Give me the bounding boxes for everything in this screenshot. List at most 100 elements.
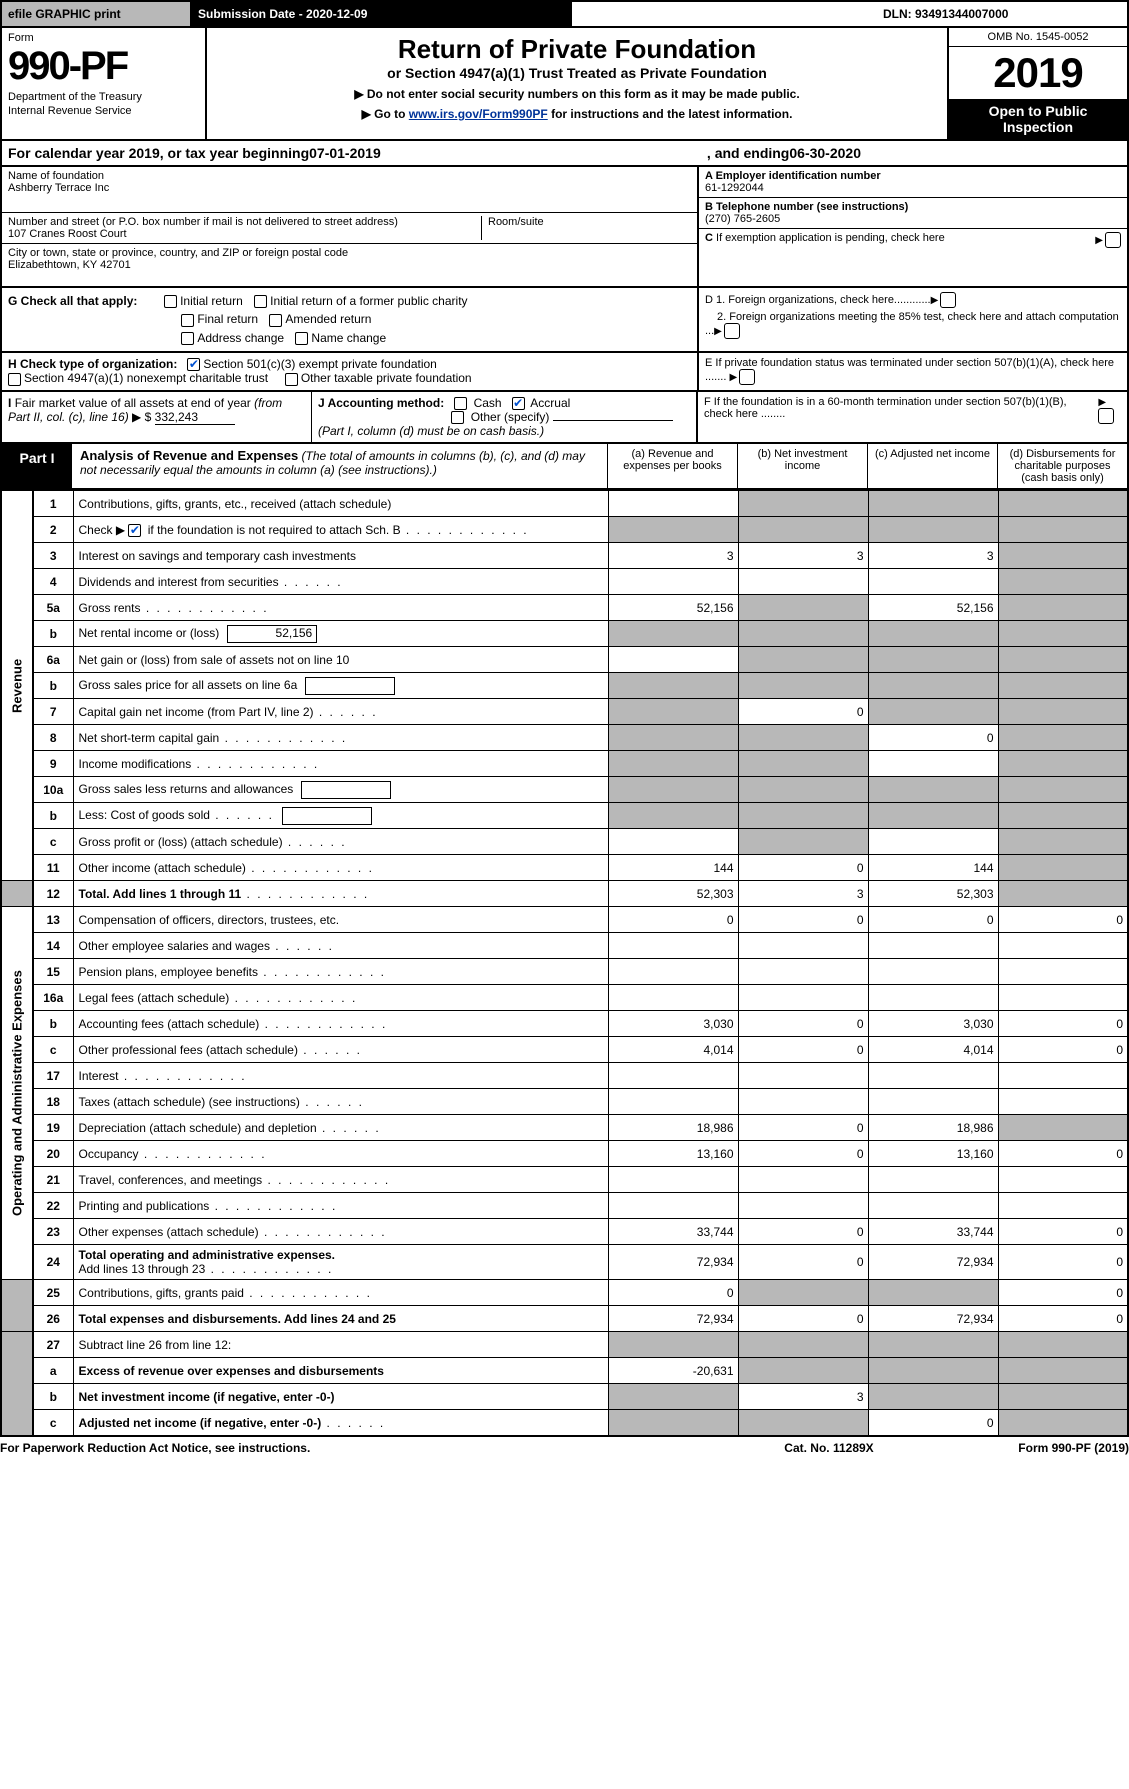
form990pf-link[interactable]: www.irs.gov/Form990PF xyxy=(409,107,548,121)
header-left: Form 990-PF Department of the Treasury I… xyxy=(2,28,207,139)
lineno-16b: b xyxy=(33,1011,73,1037)
table-row: 27 Subtract line 26 from line 12: xyxy=(1,1332,1128,1358)
val-1a xyxy=(608,491,738,517)
desc-17: Interest xyxy=(73,1063,608,1089)
h-4947-checkbox[interactable] xyxy=(8,373,21,386)
lineno-25: 25 xyxy=(33,1280,73,1306)
table-row: 12 Total. Add lines 1 through 11 52,3033… xyxy=(1,881,1128,907)
i-block: I Fair market value of all assets at end… xyxy=(2,392,312,443)
i-value: 332,243 xyxy=(155,410,235,425)
part1-header: Part I Analysis of Revenue and Expenses … xyxy=(0,444,1129,490)
lineno-6b: b xyxy=(33,673,73,699)
table-row: b Net rental income or (loss)52,156 xyxy=(1,621,1128,647)
desc-2: Check ▶ ✔ if the foundation is not requi… xyxy=(73,517,608,543)
val-13b: 0 xyxy=(738,907,868,933)
h-opt2: Section 4947(a)(1) nonexempt charitable … xyxy=(24,371,268,385)
val-6b-a xyxy=(608,673,738,699)
desc-10a: Gross sales less returns and allowances xyxy=(73,777,608,803)
val-6a-c xyxy=(868,647,998,673)
e-checkbox[interactable] xyxy=(739,369,755,385)
val-11a: 144 xyxy=(608,855,738,881)
footer-right: Form 990-PF (2019) xyxy=(929,1441,1129,1455)
lineno-16c: c xyxy=(33,1037,73,1063)
val-1c xyxy=(868,491,998,517)
val-9d xyxy=(998,751,1128,777)
table-row: 4 Dividends and interest from securities xyxy=(1,569,1128,595)
val-13c: 0 xyxy=(868,907,998,933)
lineno-11: 11 xyxy=(33,855,73,881)
g-final-checkbox[interactable] xyxy=(181,314,194,327)
table-row: 22 Printing and publications xyxy=(1,1193,1128,1219)
desc-27c: Adjusted net income (if negative, enter … xyxy=(73,1410,608,1436)
d1-checkbox[interactable] xyxy=(940,292,956,308)
form-number: 990-PF xyxy=(8,44,199,89)
calyear-end: 06-30-2020 xyxy=(789,145,861,161)
val-24c: 72,934 xyxy=(868,1245,998,1280)
lineno-5b: b xyxy=(33,621,73,647)
info-left: Name of foundation Ashberry Terrace Inc … xyxy=(2,167,697,286)
calyear-prefix: For calendar year 2019, or tax year begi… xyxy=(8,145,309,161)
lineno-17: 17 xyxy=(33,1063,73,1089)
val-17c xyxy=(868,1063,998,1089)
efile-label: efile GRAPHIC print xyxy=(2,2,192,26)
table-row: 26 Total expenses and disbursements. Add… xyxy=(1,1306,1128,1332)
desc-16a: Legal fees (attach schedule) xyxy=(73,985,608,1011)
g-label: G Check all that apply: xyxy=(8,294,137,308)
g-initial-checkbox[interactable] xyxy=(164,295,177,308)
header-center: Return of Private Foundation or Section … xyxy=(207,28,947,139)
h-501c3-checkbox[interactable]: ✔ xyxy=(187,358,200,371)
table-row: 15 Pension plans, employee benefits xyxy=(1,959,1128,985)
g-initial-public-checkbox[interactable] xyxy=(254,295,267,308)
desc-12-text: Total. Add lines 1 through 11 xyxy=(79,887,242,901)
dln-label: DLN: 93491344007000 xyxy=(877,2,1127,26)
ein-block: A Employer identification number 61-1292… xyxy=(699,167,1127,198)
table-row: 23 Other expenses (attach schedule) 33,7… xyxy=(1,1219,1128,1245)
val-7c xyxy=(868,699,998,725)
desc-27c-text: Adjusted net income (if negative, enter … xyxy=(79,1416,322,1430)
g-amended-checkbox[interactable] xyxy=(269,314,282,327)
table-row: 2 Check ▶ ✔ if the foundation is not req… xyxy=(1,517,1128,543)
table-row: Revenue 1 Contributions, gifts, grants, … xyxy=(1,491,1128,517)
desc-2-post: if the foundation is not required to att… xyxy=(144,523,400,537)
table-row: b Gross sales price for all assets on li… xyxy=(1,673,1128,699)
e-label: E If private foundation status was termi… xyxy=(705,357,1114,383)
val-23b: 0 xyxy=(738,1219,868,1245)
val-26a: 72,934 xyxy=(608,1306,738,1332)
val-22b xyxy=(738,1193,868,1219)
table-row: 10a Gross sales less returns and allowan… xyxy=(1,777,1128,803)
val-12a: 52,303 xyxy=(608,881,738,907)
desc-10c: Gross profit or (loss) (attach schedule) xyxy=(73,829,608,855)
val-27c-a xyxy=(608,1410,738,1436)
val-17d xyxy=(998,1063,1128,1089)
g-name-checkbox[interactable] xyxy=(295,332,308,345)
c-label: If exemption application is pending, che… xyxy=(716,232,945,244)
desc-26: Total expenses and disbursements. Add li… xyxy=(73,1306,608,1332)
val-27b-c xyxy=(868,1384,998,1410)
val-24b: 0 xyxy=(738,1245,868,1280)
lineno-18: 18 xyxy=(33,1089,73,1115)
header-note1: ▶ Do not enter social security numbers o… xyxy=(217,87,937,101)
val-27b-d xyxy=(998,1384,1128,1410)
g-opt-amended: Amended return xyxy=(285,312,371,326)
val-12c: 52,303 xyxy=(868,881,998,907)
desc-21: Travel, conferences, and meetings xyxy=(73,1167,608,1193)
line2-checkbox[interactable]: ✔ xyxy=(128,524,141,537)
g-d-row: G Check all that apply: Initial return I… xyxy=(0,288,1129,353)
f-checkbox[interactable] xyxy=(1098,408,1114,424)
desc-17-text: Interest xyxy=(79,1069,119,1083)
j-cash-checkbox[interactable] xyxy=(454,397,467,410)
j-block: J Accounting method: Cash ✔ Accrual Othe… xyxy=(312,392,697,443)
c-checkbox[interactable] xyxy=(1105,232,1121,248)
d2-checkbox[interactable] xyxy=(724,323,740,339)
lineno-4: 4 xyxy=(33,569,73,595)
j-accrual-checkbox[interactable]: ✔ xyxy=(512,397,525,410)
val-27a-b xyxy=(738,1358,868,1384)
table-row: b Less: Cost of goods sold xyxy=(1,803,1128,829)
g-address-checkbox[interactable] xyxy=(181,332,194,345)
j-other-checkbox[interactable] xyxy=(451,411,464,424)
h-e-row: H Check type of organization: ✔Section 5… xyxy=(0,353,1129,392)
h-other-checkbox[interactable] xyxy=(285,373,298,386)
table-row: c Other professional fees (attach schedu… xyxy=(1,1037,1128,1063)
val-10a-b xyxy=(738,777,868,803)
val-10b-a xyxy=(608,803,738,829)
